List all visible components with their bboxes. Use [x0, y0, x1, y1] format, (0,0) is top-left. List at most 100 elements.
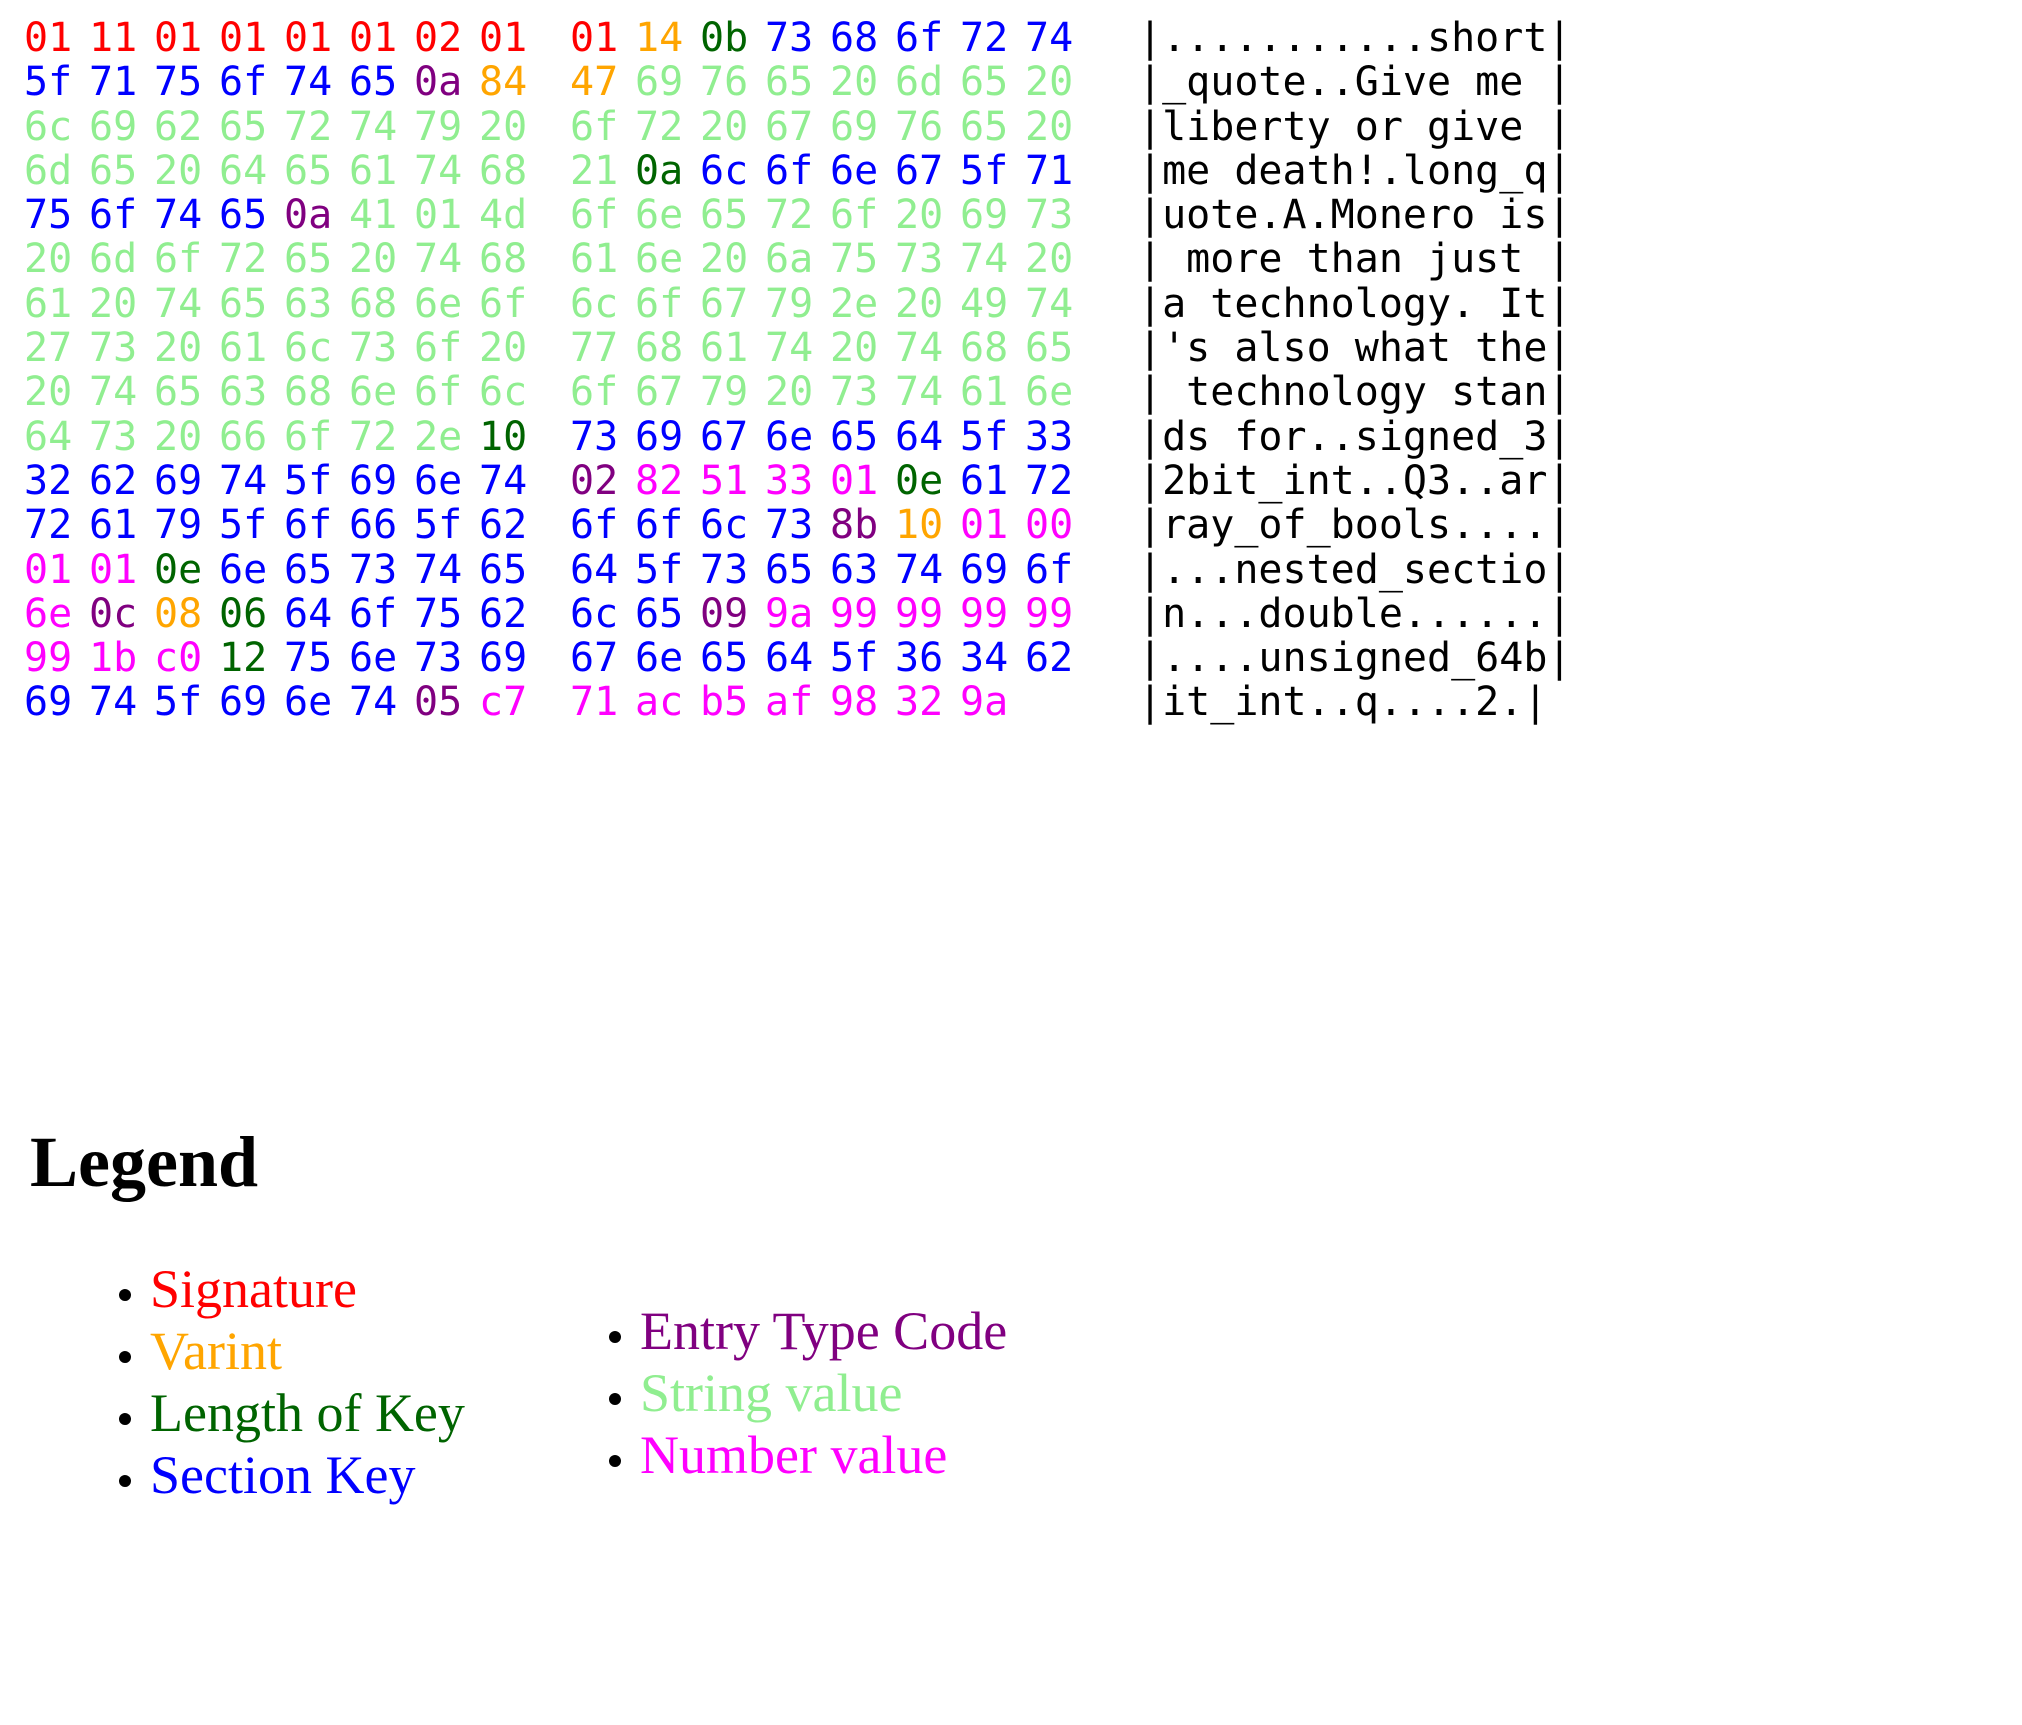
hex-byte: 5f — [414, 502, 463, 549]
hex-byte: 01 — [349, 15, 398, 61]
hex-byte: 74 — [1025, 280, 1074, 327]
hex-byte: 99 — [830, 590, 879, 637]
hex-byte: 69 — [960, 546, 1009, 593]
hex-byte: 64 — [765, 635, 814, 682]
hex-byte: 61 — [570, 236, 619, 283]
hex-byte: 51 — [700, 457, 749, 504]
hex-byte: 63 — [284, 280, 333, 327]
hex-byte: 65 — [765, 59, 814, 106]
hex-group-gap — [544, 105, 570, 149]
legend-item-label: Varint — [150, 1321, 282, 1381]
hex-byte: 2e — [414, 413, 463, 460]
hex-byte: 74 — [895, 546, 944, 593]
hex-byte: 20 — [349, 236, 398, 283]
hex-byte: 01 — [414, 192, 463, 239]
hex-byte: 72 — [284, 103, 333, 150]
legend-item-type: Entry Type Code — [640, 1300, 1007, 1362]
hex-byte: 5f — [830, 635, 879, 682]
hex-byte: 6f — [570, 502, 619, 549]
hex-byte: 74 — [960, 236, 1009, 283]
legend-item-label: Signature — [150, 1259, 357, 1319]
hex-group-gap — [544, 282, 570, 326]
hex-byte: 6f — [349, 590, 398, 637]
hex-byte: 61 — [219, 325, 268, 372]
hex-byte: 5f — [635, 546, 684, 593]
hex-byte: 74 — [414, 236, 463, 283]
hex-ascii: |....unsigned_64b| — [1138, 635, 1572, 682]
hex-byte: 10 — [479, 413, 528, 460]
hex-byte: 68 — [284, 369, 333, 416]
hex-byte: 72 — [1025, 457, 1074, 504]
hex-byte: 20 — [1025, 103, 1074, 150]
hex-byte: 6e — [635, 192, 684, 239]
hex-byte: 69 — [635, 413, 684, 460]
hex-byte: 20 — [1025, 59, 1074, 106]
hex-byte: 01 — [24, 15, 73, 61]
hex-row: 20 74 65 63 68 6e 6f 6c 6f 67 79 20 73 74 61 6e | tech… — [24, 369, 1571, 416]
hex-byte: c7 — [479, 679, 528, 726]
legend-title: Legend — [30, 1122, 259, 1203]
hex-group-gap — [544, 503, 570, 547]
hex-byte: 20 — [24, 236, 73, 283]
hex-byte: 65 — [960, 103, 1009, 150]
hex-row: 6e 0c 08 06 64 6f 75 62 6c 65 09 9a 99 99 99 99 |n...d… — [24, 590, 1572, 637]
hex-ascii: |...nested_sectio| — [1138, 546, 1572, 593]
hex-byte: 6c — [570, 590, 619, 637]
hex-group-gap — [544, 149, 570, 193]
hex-byte: 75 — [154, 59, 203, 106]
hex-byte: 74 — [284, 59, 333, 106]
hex-byte: 6e — [765, 413, 814, 460]
hex-byte: 65 — [1025, 325, 1074, 372]
hex-ascii: |...........short| — [1138, 15, 1572, 61]
hex-byte: 77 — [570, 325, 619, 372]
hex-dump: 01 11 01 01 01 01 02 01 01 14 0b 73 68 6f 72 74 |.....… — [24, 16, 1571, 725]
hex-ascii-gap — [1090, 193, 1138, 237]
hex-ascii: | more than just | — [1138, 236, 1572, 283]
hex-byte: 74 — [414, 546, 463, 593]
hex-byte: 68 — [479, 147, 528, 194]
hex-byte: 20 — [479, 325, 528, 372]
hex-byte: 74 — [154, 192, 203, 239]
hex-byte: 6f — [89, 192, 138, 239]
hex-byte: 74 — [895, 325, 944, 372]
hex-ascii: |ds for..signed_3| — [1138, 413, 1572, 460]
hex-byte: 6c — [700, 502, 749, 549]
hex-ascii: |me death!.long_q| — [1138, 147, 1572, 194]
hex-ascii: |_quote..Give me | — [1138, 59, 1572, 106]
hex-byte: 01 — [284, 15, 333, 61]
hex-byte: 73 — [830, 369, 879, 416]
hex-byte: 65 — [219, 280, 268, 327]
hex-byte: 72 — [24, 502, 73, 549]
hex-byte: 2e — [830, 280, 879, 327]
hex-byte: 62 — [479, 590, 528, 637]
hex-ascii: |n...double......| — [1138, 590, 1572, 637]
hex-byte: 0a — [635, 147, 684, 194]
hex-group-gap — [544, 237, 570, 281]
hex-byte: 6d — [24, 147, 73, 194]
hex-byte: 36 — [895, 635, 944, 682]
hex-byte: 20 — [24, 369, 73, 416]
hex-byte: 76 — [895, 103, 944, 150]
hex-byte: 73 — [765, 502, 814, 549]
hex-byte: 0e — [895, 457, 944, 504]
hex-byte: af — [765, 679, 814, 726]
hex-row: 27 73 20 61 6c 73 6f 20 77 68 61 74 20 74 68 65 |'s al… — [24, 325, 1571, 372]
legend-column-right: Entry Type CodeString valueNumber value — [640, 1300, 1007, 1486]
hex-byte: 74 — [89, 369, 138, 416]
hex-byte: 72 — [635, 103, 684, 150]
hex-byte: 71 — [1025, 147, 1074, 194]
hex-byte: 20 — [895, 280, 944, 327]
hex-group-gap — [544, 193, 570, 237]
hex-byte: 6e — [830, 147, 879, 194]
hex-ascii: |uote.A.Monero is| — [1138, 192, 1572, 239]
hex-row: 5f 71 75 6f 74 65 0a 84 47 69 76 65 20 6d 65 20 |_quot… — [24, 59, 1572, 106]
legend-item-label: Entry Type Code — [640, 1301, 1008, 1361]
hex-byte: 65 — [284, 236, 333, 283]
hex-ascii: |ray_of_bools....| — [1138, 502, 1572, 549]
hex-byte: 69 — [960, 192, 1009, 239]
hex-byte: 08 — [154, 590, 203, 637]
hex-byte: 75 — [830, 236, 879, 283]
hex-ascii-gap — [1090, 680, 1138, 724]
hex-byte: 6e — [349, 635, 398, 682]
hex-ascii: |it_int..q....2.| — [1138, 679, 1548, 726]
